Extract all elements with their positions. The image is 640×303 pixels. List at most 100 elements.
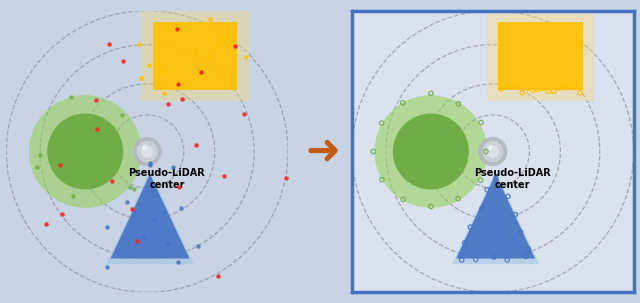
Point	[543, 89, 554, 94]
Point	[515, 230, 525, 235]
Point	[496, 87, 506, 92]
Point	[136, 76, 146, 81]
Point	[203, 54, 213, 59]
Point	[501, 85, 511, 89]
Point	[460, 240, 470, 245]
Circle shape	[478, 137, 508, 166]
Point	[489, 255, 499, 259]
Point	[377, 177, 387, 182]
Point	[159, 90, 169, 95]
Point	[33, 165, 43, 170]
Circle shape	[487, 145, 493, 150]
Point	[153, 62, 163, 67]
Point	[470, 257, 481, 262]
Point	[239, 112, 250, 117]
Point	[426, 91, 436, 96]
Point	[220, 39, 230, 44]
Point	[173, 184, 184, 189]
Point	[230, 44, 240, 49]
Point	[559, 85, 570, 90]
Point	[476, 178, 486, 183]
Point	[397, 100, 408, 105]
Point	[564, 85, 575, 90]
Point	[129, 186, 140, 191]
Point	[134, 42, 144, 47]
Point	[122, 200, 132, 205]
Point	[482, 187, 492, 192]
Bar	[141, 11, 248, 101]
Point	[102, 225, 112, 229]
Point	[127, 207, 137, 212]
Point	[575, 90, 585, 95]
Point	[176, 205, 186, 210]
Point	[453, 102, 463, 106]
Point	[41, 221, 51, 226]
Point	[481, 149, 491, 154]
Point	[107, 179, 117, 184]
Point	[522, 86, 532, 91]
Point	[193, 243, 204, 248]
Point	[510, 212, 520, 217]
Point	[554, 86, 564, 91]
Point	[368, 149, 378, 154]
Polygon shape	[452, 171, 540, 264]
Point	[68, 194, 78, 199]
Circle shape	[486, 145, 499, 158]
Point	[91, 98, 101, 102]
Point	[145, 160, 155, 165]
Circle shape	[141, 145, 154, 158]
Bar	[153, 22, 237, 90]
Circle shape	[47, 114, 124, 189]
Point	[507, 85, 517, 89]
Point	[145, 162, 156, 167]
Point	[163, 101, 173, 106]
Point	[156, 68, 166, 73]
Point	[102, 265, 112, 269]
Point	[118, 58, 128, 63]
Point	[426, 204, 436, 209]
Point	[218, 36, 228, 41]
Point	[148, 216, 159, 221]
Point	[55, 163, 65, 168]
Point	[221, 35, 231, 40]
Text: Pseudo-LiDAR
center: Pseudo-LiDAR center	[474, 168, 551, 190]
Point	[477, 206, 487, 211]
Point	[524, 247, 534, 251]
Point	[66, 95, 76, 100]
Bar	[487, 11, 594, 101]
Point	[453, 196, 463, 201]
Point	[376, 121, 387, 125]
Point	[143, 62, 154, 67]
Circle shape	[132, 137, 162, 166]
Point	[502, 258, 512, 262]
Polygon shape	[111, 174, 189, 258]
Point	[512, 85, 522, 90]
Point	[172, 26, 182, 31]
Point	[213, 273, 223, 278]
Point	[177, 97, 188, 102]
Point	[168, 165, 178, 170]
Point	[538, 86, 548, 91]
Circle shape	[141, 145, 147, 150]
Text: Pseudo-LiDAR
center: Pseudo-LiDAR center	[129, 168, 205, 190]
Point	[211, 45, 221, 50]
Point	[527, 88, 538, 93]
Point	[517, 90, 527, 95]
Point	[456, 258, 467, 262]
Point	[491, 176, 501, 181]
Circle shape	[374, 95, 487, 208]
Point	[117, 112, 127, 117]
Point	[92, 126, 102, 131]
Point	[173, 82, 183, 87]
Polygon shape	[106, 171, 194, 264]
Circle shape	[29, 95, 141, 208]
Point	[225, 27, 236, 32]
Point	[173, 260, 184, 265]
Point	[533, 87, 543, 92]
Point	[104, 42, 115, 47]
Point	[281, 176, 291, 181]
Point	[191, 143, 201, 148]
Point	[132, 238, 142, 243]
Point	[398, 197, 408, 202]
Point	[570, 85, 580, 90]
